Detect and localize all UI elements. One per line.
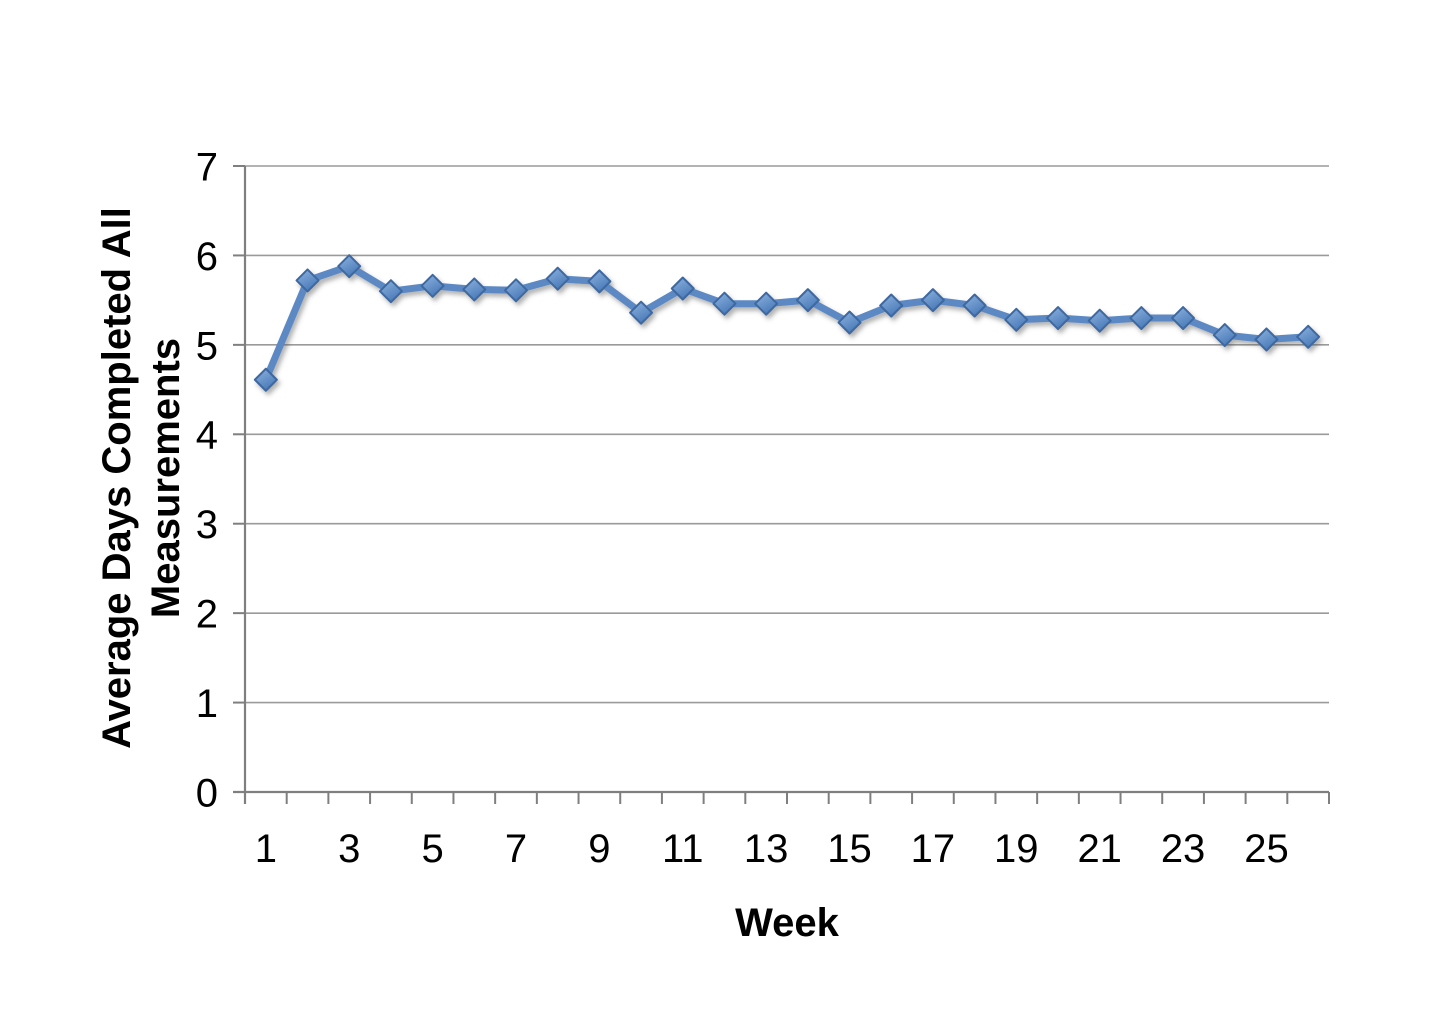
y-axis-title-line1: Average Days Completed All bbox=[95, 207, 140, 749]
data-point-marker-week-21 bbox=[1087, 308, 1112, 333]
y-axis-title-line2: Measurements bbox=[144, 337, 188, 619]
data-point-marker-week-23 bbox=[1171, 306, 1196, 331]
data-point-marker-week-14 bbox=[795, 288, 820, 313]
x-tick-label-23: 23 bbox=[1161, 827, 1206, 871]
y-axis-title: Average Days Completed All Measurements bbox=[93, 207, 191, 749]
y-tick-label-5: 5 bbox=[196, 324, 218, 368]
data-point-marker-week-4 bbox=[378, 279, 403, 304]
x-axis-title: Week bbox=[735, 901, 839, 945]
data-point-marker-week-11 bbox=[670, 276, 695, 301]
y-tick-label-3: 3 bbox=[196, 503, 218, 547]
data-point-marker-week-10 bbox=[629, 300, 654, 325]
data-point-marker-week-6 bbox=[462, 277, 487, 302]
series-line bbox=[262, 262, 1312, 384]
x-tick-label-9: 9 bbox=[588, 827, 610, 871]
y-tick-label-6: 6 bbox=[196, 235, 218, 279]
y-tick-label-7: 7 bbox=[196, 145, 218, 189]
x-tick-label-5: 5 bbox=[421, 827, 443, 871]
data-point-marker-week-13 bbox=[754, 291, 779, 316]
data-point-marker-week-15 bbox=[837, 310, 862, 335]
data-point-marker-week-24 bbox=[1212, 323, 1237, 348]
x-tick-label-7: 7 bbox=[505, 827, 527, 871]
data-point-marker-week-12 bbox=[712, 291, 737, 316]
x-tick-label-21: 21 bbox=[1077, 827, 1122, 871]
data-point-marker-week-9 bbox=[587, 269, 612, 294]
series-group bbox=[253, 254, 1321, 392]
data-point-marker-week-22 bbox=[1129, 306, 1154, 331]
x-tick-label-13: 13 bbox=[744, 827, 789, 871]
data-point-marker-week-25 bbox=[1254, 327, 1279, 352]
data-point-marker-week-5 bbox=[420, 273, 445, 298]
data-point-marker-week-20 bbox=[1046, 306, 1070, 331]
y-tick-label-4: 4 bbox=[196, 414, 218, 458]
y-tick-label-1: 1 bbox=[196, 682, 218, 726]
data-point-marker-week-2 bbox=[295, 268, 320, 293]
x-tick-label-11: 11 bbox=[662, 827, 704, 871]
x-tick-label-25: 25 bbox=[1244, 827, 1289, 871]
x-tick-label-1: 1 bbox=[255, 827, 277, 871]
data-point-marker-week-7 bbox=[504, 278, 528, 303]
data-point-marker-week-3 bbox=[337, 254, 362, 279]
y-tick-label-0: 0 bbox=[196, 771, 218, 815]
data-point-marker-week-17 bbox=[920, 288, 945, 313]
data-point-marker-week-26 bbox=[1296, 324, 1321, 349]
data-point-marker-week-19 bbox=[1004, 307, 1029, 332]
x-tick-label-19: 19 bbox=[994, 827, 1039, 871]
y-tick-label-2: 2 bbox=[196, 593, 218, 637]
x-tick-label-15: 15 bbox=[827, 827, 872, 871]
data-point-marker-week-8 bbox=[545, 266, 570, 291]
x-tick-label-17: 17 bbox=[911, 827, 956, 871]
data-point-marker-week-18 bbox=[962, 293, 987, 318]
x-tick-label-3: 3 bbox=[338, 827, 360, 871]
data-point-marker-week-1 bbox=[253, 367, 278, 392]
data-point-marker-week-16 bbox=[879, 293, 904, 318]
